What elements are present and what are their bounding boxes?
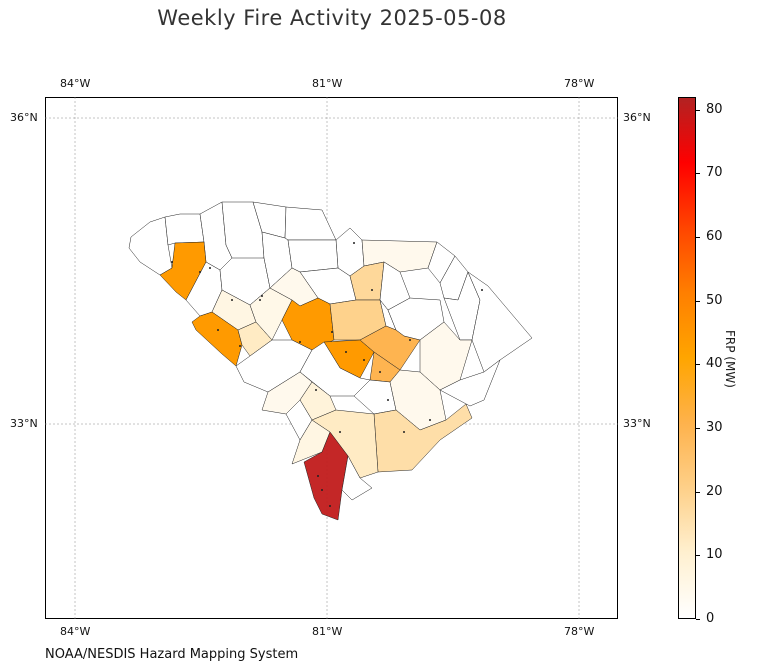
fire-detection-point xyxy=(379,371,381,373)
colorbar-tick-label: 30 xyxy=(706,420,723,436)
lon-label-top-78w: 78°W xyxy=(564,77,595,90)
fire-detection-point xyxy=(371,289,373,291)
colorbar-label: FRP (MW) xyxy=(723,330,737,388)
colorbar xyxy=(678,97,696,619)
lat-label-right-36n: 36°N xyxy=(623,111,651,124)
colorbar-tick-label: 20 xyxy=(706,483,723,499)
fire-detection-point xyxy=(299,341,301,343)
colorbar-tick-label: 10 xyxy=(706,547,723,563)
colorbar-tick-mark xyxy=(696,173,700,175)
county-york xyxy=(284,206,337,241)
colorbar-tick-mark xyxy=(696,428,700,430)
fire-detection-point xyxy=(481,289,483,291)
fire-detection-point xyxy=(231,299,233,301)
colorbar-tick-mark xyxy=(696,300,700,302)
lon-label-bottom-78w: 78°W xyxy=(564,625,595,638)
lat-label-right-33n: 33°N xyxy=(623,417,651,430)
lat-label-left-33n: 33°N xyxy=(10,417,38,430)
fire-detection-point xyxy=(409,339,411,341)
county-horry xyxy=(467,271,533,373)
colorbar-tick-mark xyxy=(696,109,700,111)
colorbar-tick-label: 70 xyxy=(706,165,723,181)
colorbar-tick-mark xyxy=(696,364,700,366)
lon-label-top-81w: 81°W xyxy=(312,77,343,90)
lon-label-bottom-81w: 81°W xyxy=(312,625,343,638)
lat-label-left-36n: 36°N xyxy=(10,111,38,124)
county-beaufort xyxy=(341,455,373,501)
colorbar-tick-label: 0 xyxy=(706,611,715,626)
county-charleston xyxy=(373,403,473,473)
colorbar-tick-label: 50 xyxy=(706,292,723,308)
fire-detection-point xyxy=(261,295,263,297)
fire-detection-point xyxy=(171,261,173,263)
lon-label-top-84w: 84°W xyxy=(60,77,91,90)
county-pickens xyxy=(164,213,205,246)
county-anderson xyxy=(159,241,207,301)
colorbar-tick-label: 40 xyxy=(706,356,723,372)
colorbar-tick-mark xyxy=(696,237,700,239)
map-title: Weekly Fire Activity 2025-05-08 xyxy=(157,6,507,30)
colorbar-tick-mark xyxy=(696,555,700,557)
fire-detection-point xyxy=(403,431,405,433)
county-chester xyxy=(287,239,339,273)
colorbar-tick-label: 80 xyxy=(706,101,723,117)
fire-detection-point xyxy=(239,345,241,347)
colorbar-tick-mark xyxy=(696,491,700,493)
county-layer xyxy=(128,201,533,521)
fire-detection-point xyxy=(259,299,261,301)
fire-detection-point xyxy=(429,419,431,421)
lon-label-bottom-84w: 84°W xyxy=(60,625,91,638)
county-orangeburg xyxy=(299,341,371,397)
colorbar-tick-mark xyxy=(696,619,700,620)
fire-detection-point xyxy=(345,351,347,353)
map-frame xyxy=(45,97,618,619)
fire-detection-point xyxy=(363,359,365,361)
fire-points-layer xyxy=(171,242,483,507)
fire-detection-point xyxy=(217,329,219,331)
fire-detection-point xyxy=(353,242,355,244)
fire-detection-point xyxy=(199,271,201,273)
fire-detection-point xyxy=(315,389,317,391)
colorbar-tick-label: 60 xyxy=(706,229,723,245)
fire-detection-point xyxy=(339,431,341,433)
fire-detection-point xyxy=(321,489,323,491)
county-georgetown xyxy=(439,359,501,407)
county-oconee xyxy=(128,216,173,276)
fire-detection-point xyxy=(331,331,333,333)
fire-detection-point xyxy=(317,475,319,477)
data-source-credit: NOAA/NESDIS Hazard Mapping System xyxy=(45,647,299,662)
fire-detection-point xyxy=(329,505,331,507)
fire-detection-point xyxy=(209,267,211,269)
fire-detection-point xyxy=(387,399,389,401)
